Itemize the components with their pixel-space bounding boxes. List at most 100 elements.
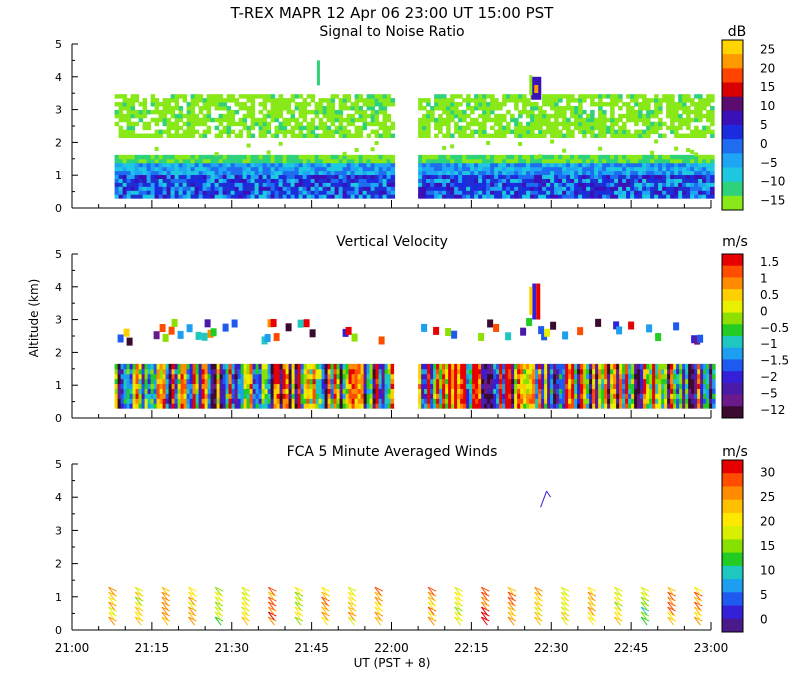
snr-cell bbox=[470, 178, 475, 183]
snr-cell bbox=[318, 109, 324, 115]
snr-cell bbox=[642, 186, 647, 191]
snr-cell bbox=[230, 182, 236, 187]
snr-cell bbox=[198, 109, 204, 115]
snr-cell bbox=[706, 182, 711, 187]
snr-cell bbox=[302, 194, 308, 199]
velocity-cell bbox=[177, 373, 182, 380]
velocity-cell bbox=[553, 378, 557, 385]
snr-cell bbox=[598, 129, 603, 135]
snr-cell bbox=[442, 178, 447, 183]
snr-cell bbox=[622, 186, 627, 191]
velocity-cell bbox=[427, 368, 431, 375]
velocity-cell bbox=[514, 368, 518, 375]
wind-barb-flag bbox=[108, 616, 117, 622]
velocity-cell bbox=[123, 398, 128, 404]
wind-barb-flag bbox=[587, 586, 597, 592]
velocity-cell bbox=[463, 393, 467, 399]
wind-barb-flag bbox=[454, 586, 463, 592]
snr-cell bbox=[538, 170, 543, 176]
snr-cell bbox=[366, 133, 372, 138]
y-tick-label: 0 bbox=[55, 624, 62, 637]
snr-cell bbox=[710, 105, 715, 111]
wind-barb-flag bbox=[667, 601, 676, 607]
snr-cell bbox=[518, 129, 523, 135]
snr-cell bbox=[342, 94, 348, 99]
snr-cell bbox=[310, 129, 316, 135]
snr-cell bbox=[238, 190, 244, 195]
snr-cell bbox=[418, 154, 423, 160]
velocity-cell bbox=[174, 373, 179, 380]
snr-cell bbox=[386, 174, 392, 179]
snr-cell bbox=[526, 186, 531, 191]
snr-cell bbox=[274, 105, 280, 111]
velocity-cell bbox=[174, 363, 179, 370]
velocity-cell bbox=[691, 378, 695, 385]
snr-cell bbox=[690, 186, 695, 191]
velocity-cell bbox=[135, 363, 140, 370]
velocity-cell bbox=[243, 393, 248, 399]
snr-cell bbox=[578, 190, 583, 195]
snr-cell bbox=[238, 154, 244, 160]
snr-cell bbox=[278, 154, 284, 160]
velocity-cell bbox=[366, 383, 371, 389]
velocity-cell bbox=[475, 373, 479, 380]
velocity-cell bbox=[613, 403, 617, 409]
velocity-cell bbox=[457, 398, 461, 404]
snr-cell bbox=[330, 178, 336, 183]
velocity-cell bbox=[354, 398, 359, 404]
snr-cell bbox=[670, 117, 675, 123]
snr-cell bbox=[530, 117, 535, 123]
snr-cell bbox=[382, 129, 388, 135]
velocity-cell bbox=[574, 378, 578, 385]
snr-cell bbox=[118, 158, 124, 164]
velocity-cell bbox=[297, 319, 304, 328]
velocity-cell bbox=[330, 373, 335, 380]
snr-cell bbox=[274, 182, 280, 187]
velocity-cell bbox=[598, 403, 602, 409]
snr-cell bbox=[418, 102, 423, 107]
snr-cell bbox=[534, 133, 539, 138]
snr-cell bbox=[338, 129, 344, 135]
snr-cell bbox=[566, 194, 571, 199]
velocity-cell bbox=[261, 368, 266, 375]
velocity-cell bbox=[123, 373, 128, 380]
wind-barb bbox=[188, 611, 195, 621]
snr-cell bbox=[650, 182, 655, 187]
snr-cell bbox=[298, 166, 304, 172]
velocity-cell bbox=[667, 378, 671, 385]
snr-cell bbox=[710, 190, 715, 195]
velocity-cell bbox=[676, 368, 680, 375]
velocity-cell bbox=[285, 363, 290, 370]
snr-cell bbox=[450, 166, 455, 172]
snr-cell bbox=[210, 190, 216, 195]
wind-barb-flag bbox=[561, 591, 570, 597]
velocity-cell bbox=[369, 398, 374, 404]
snr-cell bbox=[326, 194, 332, 199]
snr-cell bbox=[582, 94, 587, 99]
snr-cell bbox=[518, 190, 523, 195]
snr-cell bbox=[290, 186, 296, 191]
snr-cell bbox=[386, 162, 392, 168]
wind-barb-flag bbox=[427, 611, 437, 617]
velocity-cell bbox=[712, 388, 716, 394]
wind-barb-flag bbox=[321, 586, 330, 592]
velocity-cell bbox=[598, 363, 602, 370]
velocity-cell bbox=[192, 378, 197, 385]
snr-cell bbox=[574, 105, 579, 111]
snr-cell bbox=[494, 133, 499, 138]
velocity-cell bbox=[369, 393, 374, 399]
snr-cell bbox=[126, 133, 132, 138]
snr-cell bbox=[134, 170, 140, 176]
snr-cell bbox=[266, 98, 272, 103]
velocity-cell bbox=[114, 378, 119, 385]
snr-cell bbox=[486, 194, 491, 199]
velocity-cell bbox=[523, 363, 527, 370]
snr-cell bbox=[218, 98, 224, 103]
velocity-cell bbox=[348, 383, 353, 389]
snr-cell bbox=[150, 109, 156, 115]
velocity-cell bbox=[556, 363, 560, 370]
snr-cell bbox=[546, 98, 551, 103]
snr-cell bbox=[130, 174, 136, 179]
snr-cell bbox=[222, 102, 228, 107]
snr-cell bbox=[610, 174, 615, 179]
